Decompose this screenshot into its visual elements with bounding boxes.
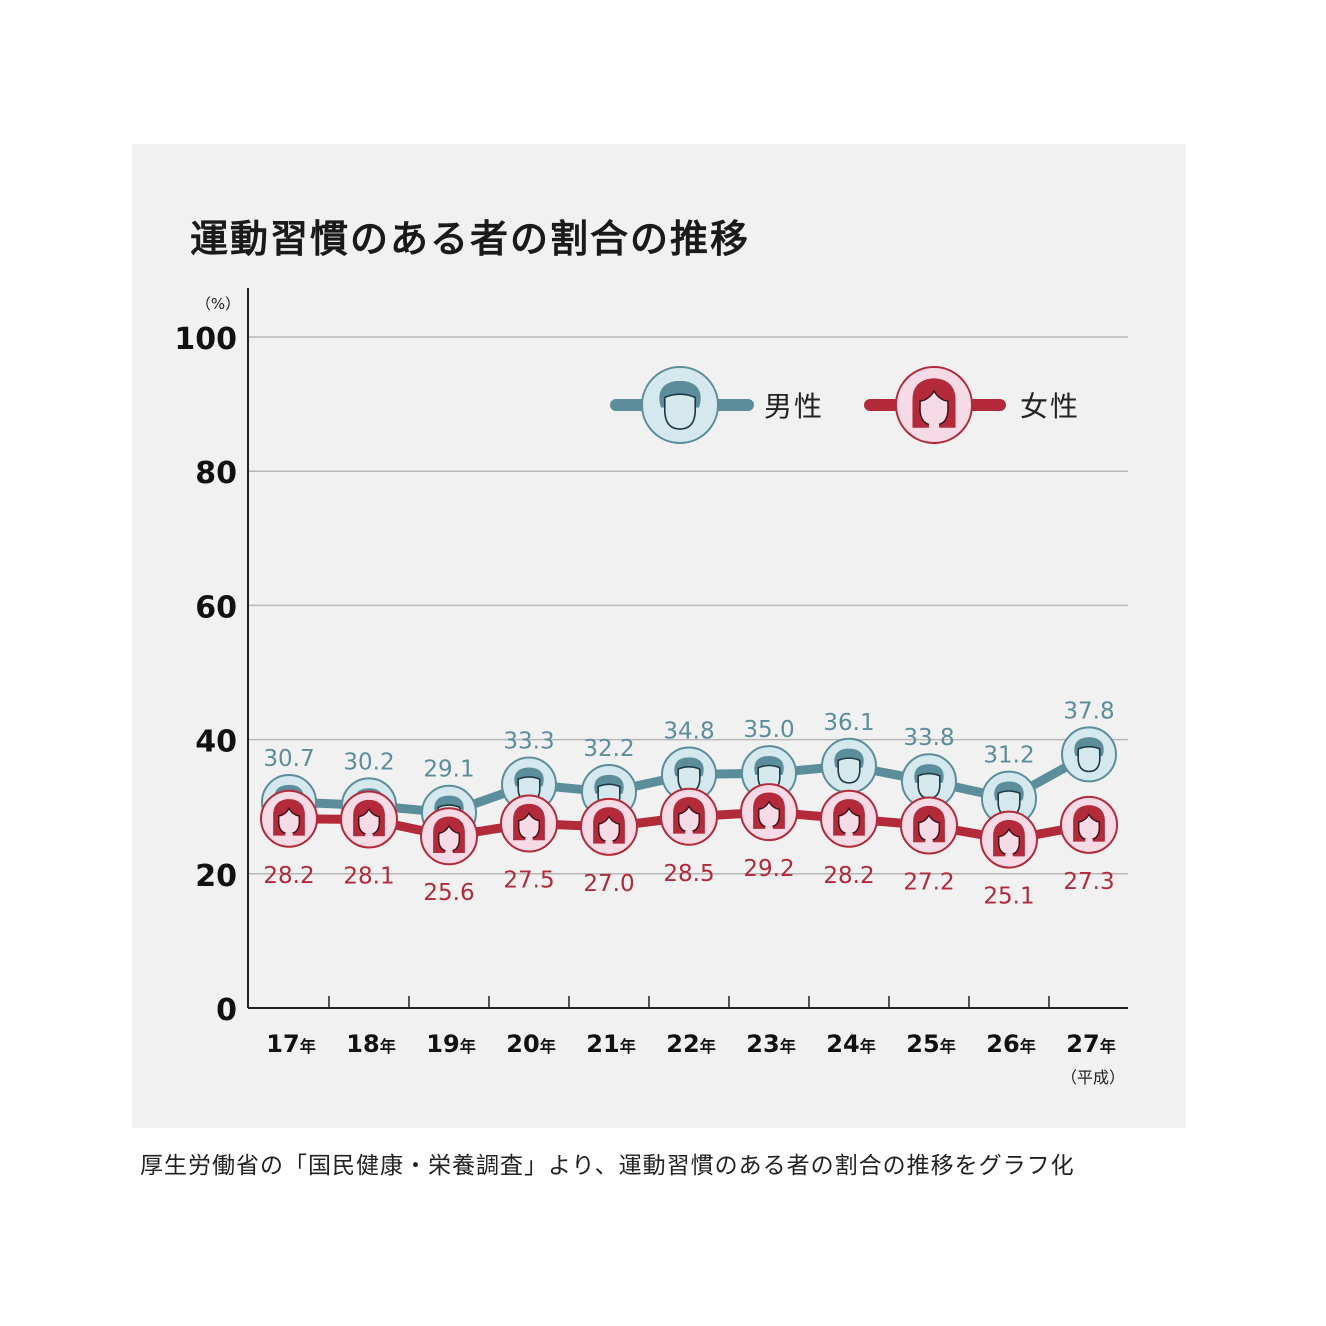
source-caption: 厚生労働省の「国民健康・栄養調査」より、運動習慣のある者の割合の推移をグラフ化 (140, 1153, 1075, 1179)
female-face (598, 815, 620, 843)
legend: 男性 女性 (610, 366, 1080, 444)
male-data-label: 35.0 (743, 717, 794, 743)
female-data-label: 29.2 (743, 856, 794, 882)
female-data-point (820, 789, 878, 848)
x-tick-label: 22年 (666, 1030, 715, 1058)
x-tick-label: 18年 (346, 1030, 395, 1058)
male-face (1077, 745, 1101, 773)
male-data-label: 34.8 (663, 718, 714, 744)
male-data-point (981, 770, 1037, 827)
x-tick-label: 25年 (906, 1030, 955, 1058)
x-tick-label: 17年 (266, 1030, 315, 1058)
female-face (518, 811, 540, 840)
legend-female-label: 女性 (1020, 390, 1080, 423)
female-neck (685, 830, 693, 836)
female-data-label: 27.0 (583, 871, 634, 897)
male-face (664, 393, 696, 430)
legend-male-label: 男性 (764, 390, 824, 423)
female-neck (1005, 853, 1013, 859)
female-face (438, 824, 460, 852)
female-data-point (900, 796, 958, 855)
chart-panel (132, 144, 1186, 1128)
male-face (917, 772, 941, 800)
female-data-label: 27.5 (503, 867, 554, 893)
female-face (1078, 813, 1100, 841)
female-face (758, 800, 780, 828)
female-neck (525, 837, 533, 843)
male-data-label: 30.7 (263, 746, 314, 772)
female-data-point (660, 787, 718, 846)
chart-title: 運動習慣のある者の割合の推移 (190, 217, 751, 261)
female-neck (365, 833, 373, 839)
y-axis-unit: （%） (196, 295, 240, 313)
female-neck (928, 424, 940, 431)
x-tick-label: 24年 (826, 1030, 875, 1058)
male-data-point (1061, 726, 1117, 783)
y-tick-label: 60 (195, 590, 237, 625)
y-tick-label: 20 (195, 859, 237, 894)
female-data-label: 25.6 (423, 880, 474, 906)
male-data-point (901, 753, 957, 810)
female-face (358, 807, 380, 836)
female-data-point (260, 789, 318, 848)
female-face (838, 807, 860, 835)
female-data-point (1060, 795, 1118, 854)
female-face (918, 813, 940, 842)
x-era-label: （平成） (1061, 1068, 1125, 1087)
female-data-label: 28.5 (663, 861, 714, 887)
y-tick-label: 0 (216, 993, 237, 1028)
legend-male-icon (641, 366, 719, 444)
female-neck (765, 826, 773, 831)
male-data-label: 36.1 (823, 710, 874, 736)
female-neck (285, 832, 293, 838)
female-face (678, 805, 700, 833)
x-tick-label: 26年 (986, 1030, 1035, 1058)
female-data-label: 27.3 (1063, 869, 1114, 895)
male-data-label: 33.8 (903, 725, 954, 751)
female-data-point (740, 783, 798, 842)
male-data-label: 32.2 (583, 736, 634, 762)
female-data-point (420, 807, 478, 866)
female-neck (1085, 838, 1093, 844)
female-data-point (980, 810, 1038, 869)
y-tick-label: 100 (174, 322, 237, 357)
female-data-label: 28.2 (263, 863, 314, 889)
y-tick-label: 40 (195, 725, 237, 760)
female-face (998, 827, 1020, 856)
x-tick-label: 20年 (506, 1030, 555, 1058)
x-tick-label: 23年 (746, 1030, 795, 1058)
y-tick-label: 80 (195, 456, 237, 491)
male-face (837, 757, 861, 784)
female-data-point (340, 790, 398, 849)
female-data-label: 28.2 (823, 863, 874, 889)
legend-female-icon (895, 366, 973, 444)
x-tick-label: 27年 (1066, 1030, 1115, 1058)
female-neck (925, 839, 933, 845)
male-data-label: 33.3 (503, 729, 554, 755)
male-data-point (661, 746, 717, 803)
female-neck (605, 840, 613, 846)
male-data-label: 30.2 (343, 749, 394, 775)
male-face (677, 766, 701, 793)
x-tick-label: 21年 (586, 1030, 635, 1058)
x-tick-label: 19年 (426, 1030, 475, 1058)
female-data-point (500, 794, 558, 853)
male-data-label: 37.8 (1063, 698, 1114, 724)
female-data-point (580, 797, 638, 856)
female-data-label: 27.2 (903, 869, 954, 895)
male-data-point (821, 737, 877, 794)
female-face (919, 389, 949, 426)
female-neck (445, 850, 453, 855)
male-data-label: 29.1 (423, 757, 474, 783)
female-face (278, 807, 300, 835)
female-neck (845, 832, 853, 838)
male-data-label: 31.2 (983, 743, 1034, 769)
female-data-label: 25.1 (983, 884, 1034, 910)
female-data-label: 28.1 (343, 863, 394, 889)
